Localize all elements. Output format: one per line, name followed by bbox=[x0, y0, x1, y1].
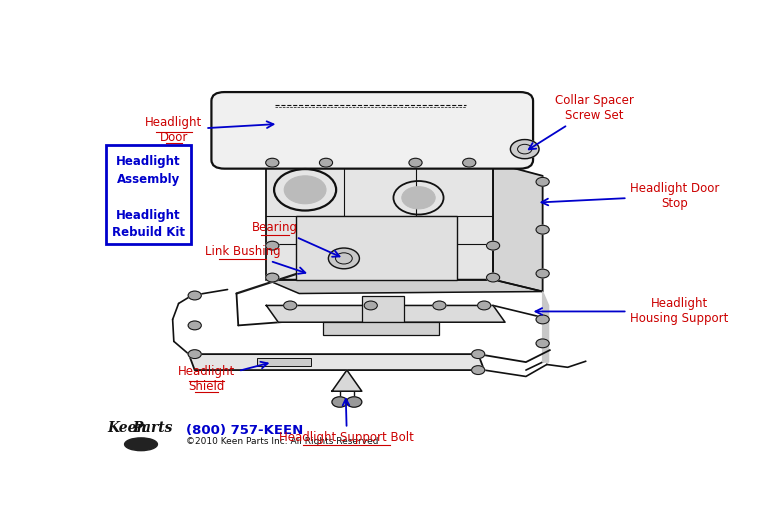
Text: Collar Spacer
Screw Set: Collar Spacer Screw Set bbox=[529, 94, 634, 149]
Circle shape bbox=[188, 321, 201, 330]
Circle shape bbox=[332, 397, 347, 407]
Circle shape bbox=[364, 301, 377, 310]
Circle shape bbox=[511, 139, 539, 159]
Circle shape bbox=[471, 366, 485, 375]
Circle shape bbox=[328, 248, 360, 269]
Circle shape bbox=[284, 176, 326, 204]
Circle shape bbox=[402, 186, 435, 209]
Circle shape bbox=[409, 159, 422, 167]
Polygon shape bbox=[266, 280, 543, 294]
Text: Bearing: Bearing bbox=[253, 221, 340, 257]
Polygon shape bbox=[493, 163, 543, 292]
Ellipse shape bbox=[125, 438, 157, 451]
Circle shape bbox=[266, 241, 279, 250]
Polygon shape bbox=[543, 292, 548, 362]
FancyBboxPatch shape bbox=[105, 145, 190, 244]
Circle shape bbox=[346, 397, 362, 407]
Circle shape bbox=[463, 159, 476, 167]
Text: Parts: Parts bbox=[132, 421, 172, 435]
Circle shape bbox=[471, 350, 485, 358]
Circle shape bbox=[487, 273, 500, 282]
Bar bbox=[323, 322, 440, 335]
Polygon shape bbox=[266, 306, 505, 322]
Circle shape bbox=[433, 301, 446, 310]
Circle shape bbox=[487, 241, 500, 250]
Text: Headlight
Door: Headlight Door bbox=[146, 116, 273, 144]
Circle shape bbox=[188, 350, 201, 358]
Circle shape bbox=[536, 178, 549, 186]
Text: Headlight
Shield: Headlight Shield bbox=[178, 362, 268, 393]
Bar bbox=[362, 296, 403, 322]
Circle shape bbox=[536, 269, 549, 278]
Text: Assembly: Assembly bbox=[116, 173, 179, 186]
Text: Link Bushing: Link Bushing bbox=[205, 245, 306, 274]
Text: Headlight
Housing Support: Headlight Housing Support bbox=[535, 297, 728, 325]
Text: Headlight: Headlight bbox=[116, 209, 180, 222]
Circle shape bbox=[536, 315, 549, 324]
Bar bbox=[257, 358, 311, 366]
Text: Headlight Support Bolt: Headlight Support Bolt bbox=[280, 399, 414, 444]
Bar bbox=[296, 215, 457, 280]
Circle shape bbox=[536, 339, 549, 348]
Circle shape bbox=[477, 301, 490, 310]
Circle shape bbox=[283, 301, 296, 310]
Text: Keen: Keen bbox=[107, 421, 146, 435]
Circle shape bbox=[266, 273, 279, 282]
Text: (800) 757-KEEN: (800) 757-KEEN bbox=[186, 424, 303, 437]
Text: Headlight: Headlight bbox=[116, 155, 180, 168]
Polygon shape bbox=[189, 354, 484, 370]
Circle shape bbox=[536, 225, 549, 234]
Polygon shape bbox=[332, 370, 362, 391]
Circle shape bbox=[188, 291, 201, 300]
Text: ©2010 Keen Parts Inc. All Rights Reserved: ©2010 Keen Parts Inc. All Rights Reserve… bbox=[186, 437, 378, 447]
FancyBboxPatch shape bbox=[212, 92, 533, 169]
Circle shape bbox=[266, 159, 279, 167]
Text: Rebuild Kit: Rebuild Kit bbox=[112, 226, 185, 239]
Circle shape bbox=[320, 159, 333, 167]
Polygon shape bbox=[266, 163, 493, 280]
Text: Headlight Door
Stop: Headlight Door Stop bbox=[541, 182, 720, 210]
